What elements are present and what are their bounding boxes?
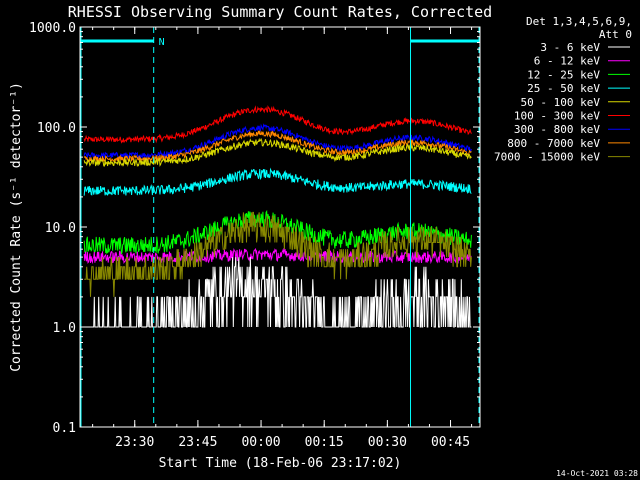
saa-label: N bbox=[159, 37, 165, 48]
legend-header-detectors: Det 1,3,4,5,6,9, bbox=[526, 15, 632, 28]
legend-label-3: 12 - 25 keV bbox=[527, 68, 600, 81]
series-line-yellow bbox=[83, 137, 472, 168]
legend-label-1: 3 - 6 keV bbox=[540, 41, 600, 54]
y-tick-label: 1000.0 bbox=[29, 21, 76, 36]
series-line-white bbox=[84, 257, 472, 328]
x-tick-label: 00:15 bbox=[305, 435, 344, 450]
legend-label-5: 50 - 100 keV bbox=[521, 96, 601, 109]
y-tick-label: 100.0 bbox=[37, 121, 76, 136]
legend-label-2: 6 - 12 keV bbox=[534, 55, 601, 68]
series-line-cyan bbox=[83, 167, 472, 196]
y-tick-label: 0.1 bbox=[53, 421, 76, 436]
series-line-red bbox=[83, 105, 472, 144]
series-line-olive bbox=[84, 211, 472, 297]
x-axis-label: Start Time (18-Feb-06 23:17:02) bbox=[159, 456, 402, 471]
y-axis: 0.1 1.0 10.0 100.0 1000.0 bbox=[29, 21, 480, 436]
x-tick-label: 00:45 bbox=[431, 435, 470, 450]
series-line-blue bbox=[83, 123, 472, 160]
legend-label-4: 25 - 50 keV bbox=[527, 82, 600, 95]
legend-label-9: 7000 - 15000 keV bbox=[494, 151, 600, 164]
x-tick-label: 23:30 bbox=[115, 435, 154, 450]
series-line-green bbox=[83, 209, 472, 255]
legend-header-attenuator: Att 0 bbox=[599, 28, 632, 41]
x-tick-label: 00:00 bbox=[241, 435, 280, 450]
x-tick-label: 23:45 bbox=[178, 435, 217, 450]
x-tick-label: 00:30 bbox=[368, 435, 407, 450]
chart-title: RHESSI Observing Summary Count Rates, Co… bbox=[68, 3, 492, 21]
y-tick-label: 10.0 bbox=[45, 221, 76, 236]
legend-label-8: 800 - 7000 keV bbox=[507, 137, 600, 150]
y-axis-label: Corrected Count Rate (s⁻¹ detector⁻¹) bbox=[9, 82, 24, 372]
x-axis: 23:30 23:45 00:00 00:15 00:30 00:45 bbox=[92, 27, 473, 450]
y-tick-label: 1.0 bbox=[53, 321, 76, 336]
series-line-orange bbox=[83, 130, 472, 164]
timestamp: 14-Oct-2021 03:28 bbox=[556, 469, 638, 478]
legend-label-6: 100 - 300 keV bbox=[514, 110, 600, 123]
legend-label-7: 300 - 800 keV bbox=[514, 123, 600, 136]
